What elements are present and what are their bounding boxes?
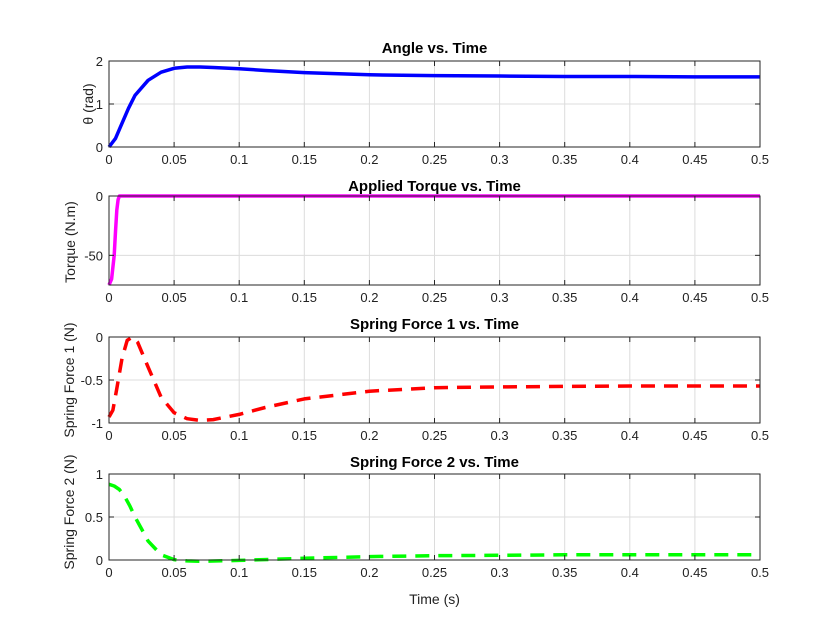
x-tick-label: 0.45 [682,290,707,305]
y-axis-label: Spring Force 1 (N) [61,322,77,437]
x-tick-label: 0.1 [230,152,248,167]
x-tick-label: 0 [105,428,112,443]
x-tick-label: 0.4 [621,565,639,580]
x-tick-label: 0.15 [292,428,317,443]
x-tick-label: 0.15 [292,152,317,167]
subplot-angle: 0 0.05 0.1 0.15 0.2 0.25 0.3 0.35 0.4 0.45 0.5012 … [80,40,769,167]
x-tick-label: 0.5 [751,565,769,580]
y-tick-label: 0 [96,330,103,345]
x-tick-label: 0.25 [422,152,447,167]
x-tick-label: 0.45 [682,565,707,580]
x-axis-label: Time (s) [409,591,460,607]
x-tick-label: 0.4 [621,290,639,305]
series-line [107,335,760,423]
x-tick-label: 0.3 [491,565,509,580]
y-tick-label: 1 [96,467,103,482]
tick-labels: 0 0.05 0.1 0.15 0.2 0.25 0.3 0.35 0.4 0.45 0.5 0 1 2 [96,54,769,167]
y-tick-label: -50 [84,248,103,263]
data-layer [108,482,760,564]
x-tick-label: 0.3 [491,290,509,305]
x-tick-label: 0.05 [161,428,186,443]
x-tick-label: 0.4 [621,152,639,167]
tick-labels: 0 0.05 0.1 0.15 0.2 0.25 0.3 0.35 0.4 0.45 0.5 0 0.5… [85,467,769,580]
x-tick-label: 0.1 [230,565,248,580]
x-tick-label: 0.3 [491,428,509,443]
grid [109,196,760,285]
y-tick-label: -0.5 [81,373,103,388]
y-tick-label: 0 [96,140,103,155]
y-tick-label: 0.5 [85,510,103,525]
x-tick-label: 0.05 [161,152,186,167]
x-tick-label: 0.25 [422,428,447,443]
subplot-torque: 0 0.05 0.1 0.15 0.2 0.25 0.3 0.35 0.4 0.45 0.5-500… [62,178,769,305]
x-tick-label: 0.5 [751,428,769,443]
y-tick-label: 1 [96,97,103,112]
grid [109,337,760,423]
x-tick-label: 0.35 [552,428,577,443]
x-tick-label: 0.25 [422,565,447,580]
x-tick-label: 0.15 [292,565,317,580]
y-tick-label: 0 [96,553,103,568]
x-tick-label: 0.2 [360,152,378,167]
y-tick-label: 0 [96,189,103,204]
data-layer [107,65,760,149]
series-line [108,482,760,564]
subplot-title: Applied Torque vs. Time [348,178,521,195]
x-tick-label: 0 [105,290,112,305]
x-tick-label: 0.4 [621,428,639,443]
x-tick-label: 0.25 [422,290,447,305]
x-tick-label: 0.3 [491,152,509,167]
y-axis-label: θ (rad) [80,83,96,124]
x-tick-label: 0.5 [751,290,769,305]
x-tick-label: 0.2 [360,428,378,443]
x-tick-label: 0.35 [552,290,577,305]
tick-labels: 0 0.05 0.1 0.15 0.2 0.25 0.3 0.35 0.4 0.45 0.5 -1 -0… [81,330,769,443]
subplot-spring-force-1: 0 0.05 0.1 0.15 0.2 0.25 0.3 0.35 0.4 0.45 0.5 -1 -0… [61,316,769,443]
x-tick-label: 0.45 [682,152,707,167]
x-tick-label: 0.1 [230,428,248,443]
x-tick-label: 0.5 [751,152,769,167]
x-tick-label: 0.1 [230,290,248,305]
subplot-title: Spring Force 2 vs. Time [350,454,519,471]
x-tick-label: 0.05 [161,290,186,305]
subplot-title: Spring Force 1 vs. Time [350,316,519,333]
x-tick-label: 0.45 [682,428,707,443]
x-tick-label: 0.35 [552,565,577,580]
grid [109,474,760,560]
y-tick-label: 2 [96,54,103,69]
x-tick-label: 0 [105,565,112,580]
x-tick-label: 0 [105,152,112,167]
series-line [107,65,760,149]
x-tick-label: 0.35 [552,152,577,167]
x-tick-label: 0.2 [360,565,378,580]
x-tick-label: 0.05 [161,565,186,580]
y-axis-label: Torque (N.m) [62,201,78,283]
y-axis-label: Spring Force 2 (N) [61,454,77,569]
subplot-title: Angle vs. Time [382,40,488,57]
y-tick-label: -1 [91,416,103,431]
data-layer [107,335,760,423]
x-tick-label: 0.2 [360,290,378,305]
x-tick-label: 0.15 [292,290,317,305]
tick-labels: 0 0.05 0.1 0.15 0.2 0.25 0.3 0.35 0.4 0.45 0.5 -50 0 [84,189,769,305]
subplot-spring-force-2: 0 0.05 0.1 0.15 0.2 0.25 0.3 0.35 0.4 0.45 0.5 0 0.5… [61,454,769,580]
